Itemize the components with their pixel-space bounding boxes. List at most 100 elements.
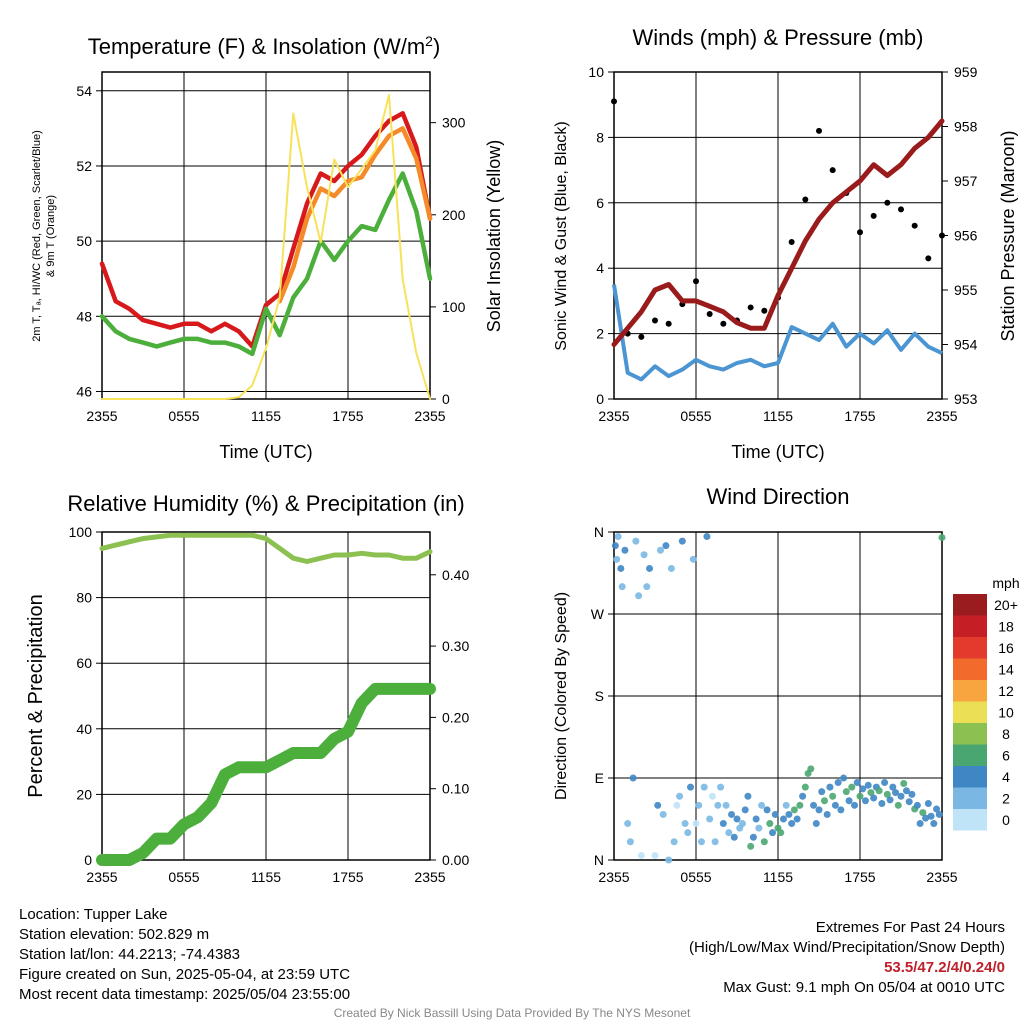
x-tick-label: 1755 — [332, 869, 363, 885]
direction-point — [763, 806, 771, 814]
direction-point — [864, 781, 872, 789]
direction-point — [908, 790, 916, 798]
direction-point — [886, 796, 894, 804]
x-tick-label: 2355 — [86, 869, 117, 885]
direction-point — [670, 838, 678, 846]
chart-title-winds: Winds (mph) & Pressure (mb) — [633, 25, 924, 50]
direction-point — [697, 838, 705, 846]
direction-point — [881, 779, 889, 787]
x-tick-label: 2355 — [414, 408, 445, 424]
direction-point — [654, 801, 662, 809]
direction-point — [738, 820, 746, 828]
direction-point — [651, 851, 659, 859]
direction-point — [643, 583, 651, 591]
direction-point — [733, 815, 741, 823]
direction-point — [892, 789, 900, 797]
direction-point — [831, 801, 839, 809]
x-tick-label: 1155 — [251, 869, 281, 885]
direction-point — [613, 555, 621, 563]
x-tick-label: 0555 — [680, 869, 711, 885]
direction-point — [785, 810, 793, 818]
chart-title-wind-direction: Wind Direction — [706, 484, 849, 509]
legend-label: 2 — [1002, 791, 1010, 807]
direction-point — [706, 815, 714, 823]
chart-title-humidity: Relative Humidity (%) & Precipitation (i… — [67, 491, 464, 516]
direction-point — [779, 815, 787, 823]
gust-point — [898, 206, 904, 213]
legend-swatch — [953, 615, 987, 637]
y-tick-label: 6 — [596, 195, 604, 211]
series-line-sonic-wind — [612, 284, 943, 382]
direction-point — [930, 820, 938, 828]
y-tick-label: N — [594, 852, 604, 868]
direction-point — [938, 533, 946, 541]
direction-point — [673, 801, 681, 809]
direction-point — [749, 833, 757, 841]
y-tick-label: 48 — [76, 308, 92, 324]
y2-tick-label: 954 — [954, 337, 978, 353]
gust-point — [611, 98, 617, 105]
direction-point — [812, 820, 820, 828]
extremes-values: 53.5/47.2/4/0.24/0 — [884, 959, 1005, 976]
direction-point — [820, 797, 828, 805]
legend-swatch — [953, 658, 987, 680]
y2-tick-label: 956 — [954, 228, 978, 244]
legend-swatch — [953, 744, 987, 766]
legend-label: 16 — [998, 640, 1014, 656]
direction-point — [659, 810, 667, 818]
y-tick-label: E — [595, 770, 604, 786]
y2-tick-label: 0 — [442, 391, 450, 407]
series-line-td — [99, 171, 433, 357]
y-tick-label: 0 — [596, 391, 604, 407]
direction-point — [867, 789, 875, 797]
x-tick-label: 2355 — [926, 408, 957, 424]
direction-point — [766, 820, 774, 828]
gust-point — [638, 333, 645, 340]
direction-point — [656, 546, 664, 554]
y2-tick-label: 953 — [954, 391, 978, 407]
y2-tick-label: 959 — [954, 64, 978, 80]
direction-point — [801, 783, 809, 791]
y-tick-label: 52 — [76, 158, 92, 174]
series-line-2m-t — [99, 111, 433, 349]
y-tick-label: 54 — [76, 83, 92, 99]
direction-point — [837, 806, 845, 814]
legend-swatch — [953, 723, 987, 745]
y-tick-label: 8 — [596, 129, 604, 145]
direction-point — [900, 779, 908, 787]
direction-point — [826, 783, 834, 791]
gust-point — [665, 320, 672, 327]
y2-tick-label: 100 — [442, 299, 466, 315]
direction-point — [823, 810, 831, 818]
series-line-station-pressure — [611, 118, 945, 347]
direction-point — [902, 787, 910, 795]
y-tick-label: 0 — [84, 852, 92, 868]
direction-point — [897, 792, 905, 800]
direction-point — [640, 551, 648, 559]
legend-label: 4 — [1002, 769, 1010, 785]
legend-label: 12 — [998, 683, 1014, 699]
direction-point — [769, 829, 777, 837]
direction-point — [741, 806, 749, 814]
direction-point — [913, 801, 921, 809]
direction-point — [700, 783, 708, 791]
gust-point — [816, 127, 822, 134]
direction-point — [676, 792, 684, 800]
direction-point — [815, 806, 823, 814]
gust-point — [857, 229, 863, 236]
y2-tick-label: 0.10 — [442, 781, 469, 797]
direction-point — [771, 810, 779, 818]
y-tick-label: 20 — [76, 786, 92, 802]
direction-point — [730, 833, 738, 841]
legend-label: 10 — [998, 705, 1014, 721]
direction-point — [611, 542, 619, 550]
x-tick-label: 1755 — [332, 408, 363, 424]
extremes-heading: Extremes For Past 24 Hours — [815, 919, 1005, 936]
y-tick-label: 46 — [76, 383, 92, 399]
y-tick-label: W — [591, 606, 605, 622]
x-tick-label: 1155 — [763, 408, 793, 424]
legend-swatch — [953, 766, 987, 788]
y-tick-label: 100 — [69, 524, 93, 540]
y2-tick-label: 200 — [442, 207, 466, 223]
direction-point — [708, 792, 716, 800]
